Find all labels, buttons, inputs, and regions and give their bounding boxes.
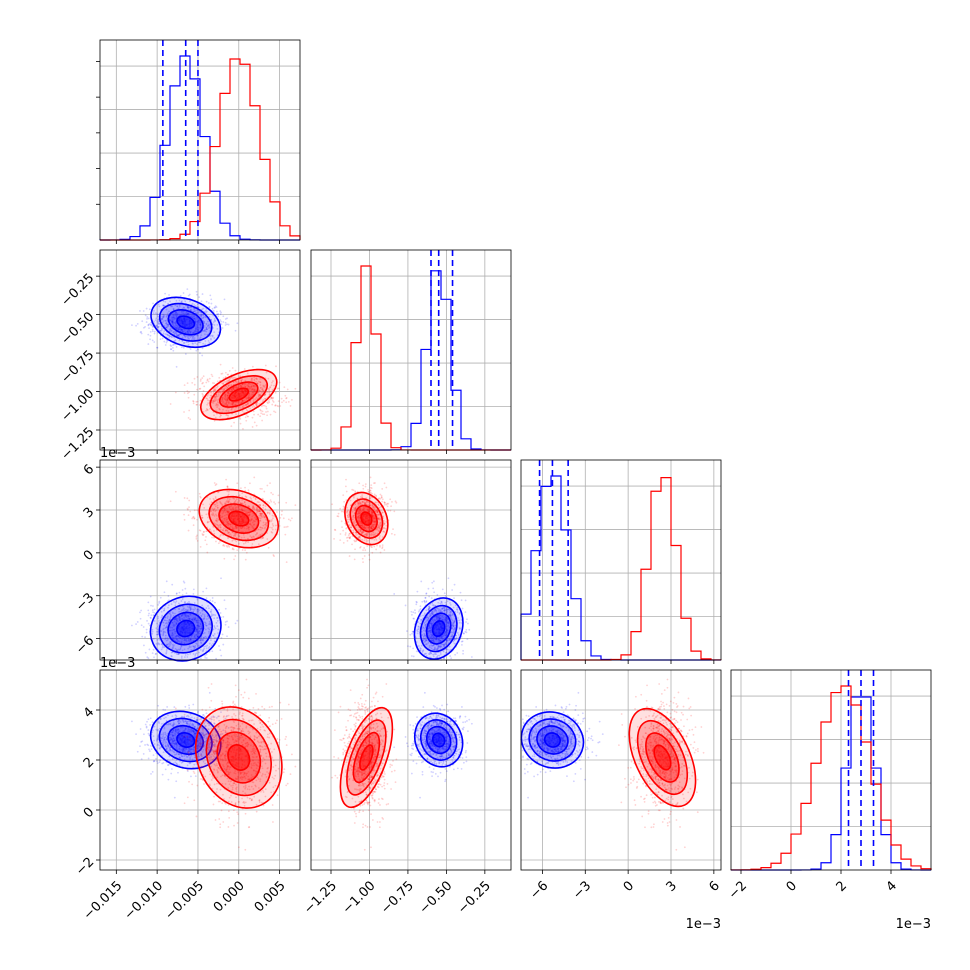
grid [311, 460, 511, 660]
y-tick-label: −0.75 [59, 348, 98, 387]
histogram-series-1 [730, 685, 932, 871]
grid [311, 250, 511, 450]
grid [311, 670, 511, 870]
density-contours-0 [520, 711, 585, 769]
x-tick-label: −0.50 [417, 878, 456, 917]
x-tick-label: −0.25 [455, 878, 494, 917]
panel-frame [99, 39, 301, 241]
x-tick-label: 0 [784, 878, 800, 894]
panel-frame [310, 459, 512, 661]
y-tick-label: −1.00 [59, 386, 98, 425]
y-tick-label: 4 [81, 705, 97, 721]
density-contours-0 [150, 296, 222, 349]
histogram-series-1 [521, 477, 722, 661]
panel-2-2 [520, 459, 722, 664]
panel-frame [520, 669, 722, 871]
x-tick-label: 3 [664, 878, 680, 894]
density-contours-1 [198, 488, 280, 549]
density-contours-1 [339, 706, 394, 809]
panel-3-2: −6 −3 0 3 6 1e−3 [520, 669, 723, 932]
y-tick-label: −6 [73, 633, 97, 657]
histogram-series-0 [731, 696, 932, 871]
x-tick-label: −3 [570, 878, 594, 902]
grid [521, 670, 721, 870]
panel-1-0: −1.25−1.00−0.75−0.50−0.25 [59, 249, 301, 464]
y-tick-label: 6 [81, 462, 97, 478]
histogram-series-0 [311, 270, 511, 451]
x-tick-label: −0.010 [122, 878, 167, 923]
y-tick-label: 3 [81, 505, 97, 521]
density-contours-1 [200, 368, 278, 421]
y-tick-label: 0 [81, 548, 97, 564]
y-tick-label: −0.50 [59, 309, 98, 348]
x-tick-label: −6 [527, 878, 551, 902]
panel-frame [310, 249, 512, 451]
density-contours-1 [344, 491, 389, 546]
histogram-series-1 [310, 265, 511, 451]
panel-frame [310, 669, 512, 871]
x-tick-label: 0 [621, 878, 637, 894]
panel-2-0: −6 −3 0 3 61e−3 [73, 446, 301, 664]
density-contours-0 [149, 595, 222, 662]
y-tick-label: −1.25 [59, 425, 98, 464]
x-tick-label: 0.005 [252, 878, 289, 915]
panel-frame [99, 249, 301, 451]
x-tick-label: −2 [726, 878, 750, 902]
grid [100, 460, 300, 660]
grid [100, 250, 300, 450]
x-tick-label: 2 [834, 878, 850, 894]
y-tick-label: 2 [81, 755, 97, 771]
panel-frame [99, 669, 301, 871]
density-contours-0 [413, 712, 464, 768]
density-contours-1 [194, 706, 283, 809]
panel-3-3: −2 0 2 4 1e−3 [726, 669, 932, 932]
panel-3-1: −1.25 −1.00 −0.75 −0.50 −0.25 [301, 669, 512, 917]
x-tick-label: −0.75 [378, 878, 417, 917]
panel-3-0: −0.015−0.010−0.005 0.000 0.005 −2 0 2 4 1e−3 [73, 656, 301, 923]
y-tick-label: −2 [73, 855, 97, 879]
panel-frame [730, 669, 932, 871]
panel-frame [99, 459, 301, 661]
y-tick-label: −0.25 [59, 271, 98, 310]
panel-1-1 [310, 249, 512, 454]
y-tick-label: 0 [81, 805, 97, 821]
grid [521, 460, 721, 660]
x-tick-label: −0.015 [81, 878, 126, 923]
y-tick-label: −3 [73, 590, 97, 614]
x-tick-label: 4 [884, 878, 900, 894]
panel-0-0 [96, 39, 301, 244]
x-tick-label: −0.005 [162, 878, 207, 923]
y-offset-label: 1e−3 [100, 446, 135, 461]
panel-2-1 [310, 459, 512, 664]
density-contours-0 [413, 597, 464, 660]
x-offset-label: 1e−3 [896, 917, 931, 932]
density-contours-0 [149, 710, 222, 770]
density-contours-1 [628, 707, 697, 808]
x-offset-label: 1e−3 [686, 917, 721, 932]
x-tick-label: −1.00 [340, 878, 379, 917]
y-offset-label: 1e−3 [100, 656, 135, 671]
x-tick-label: 6 [706, 878, 722, 894]
x-tick-label: 0.000 [211, 878, 248, 915]
x-tick-label: −1.25 [301, 878, 340, 917]
panel-frame [520, 459, 722, 661]
